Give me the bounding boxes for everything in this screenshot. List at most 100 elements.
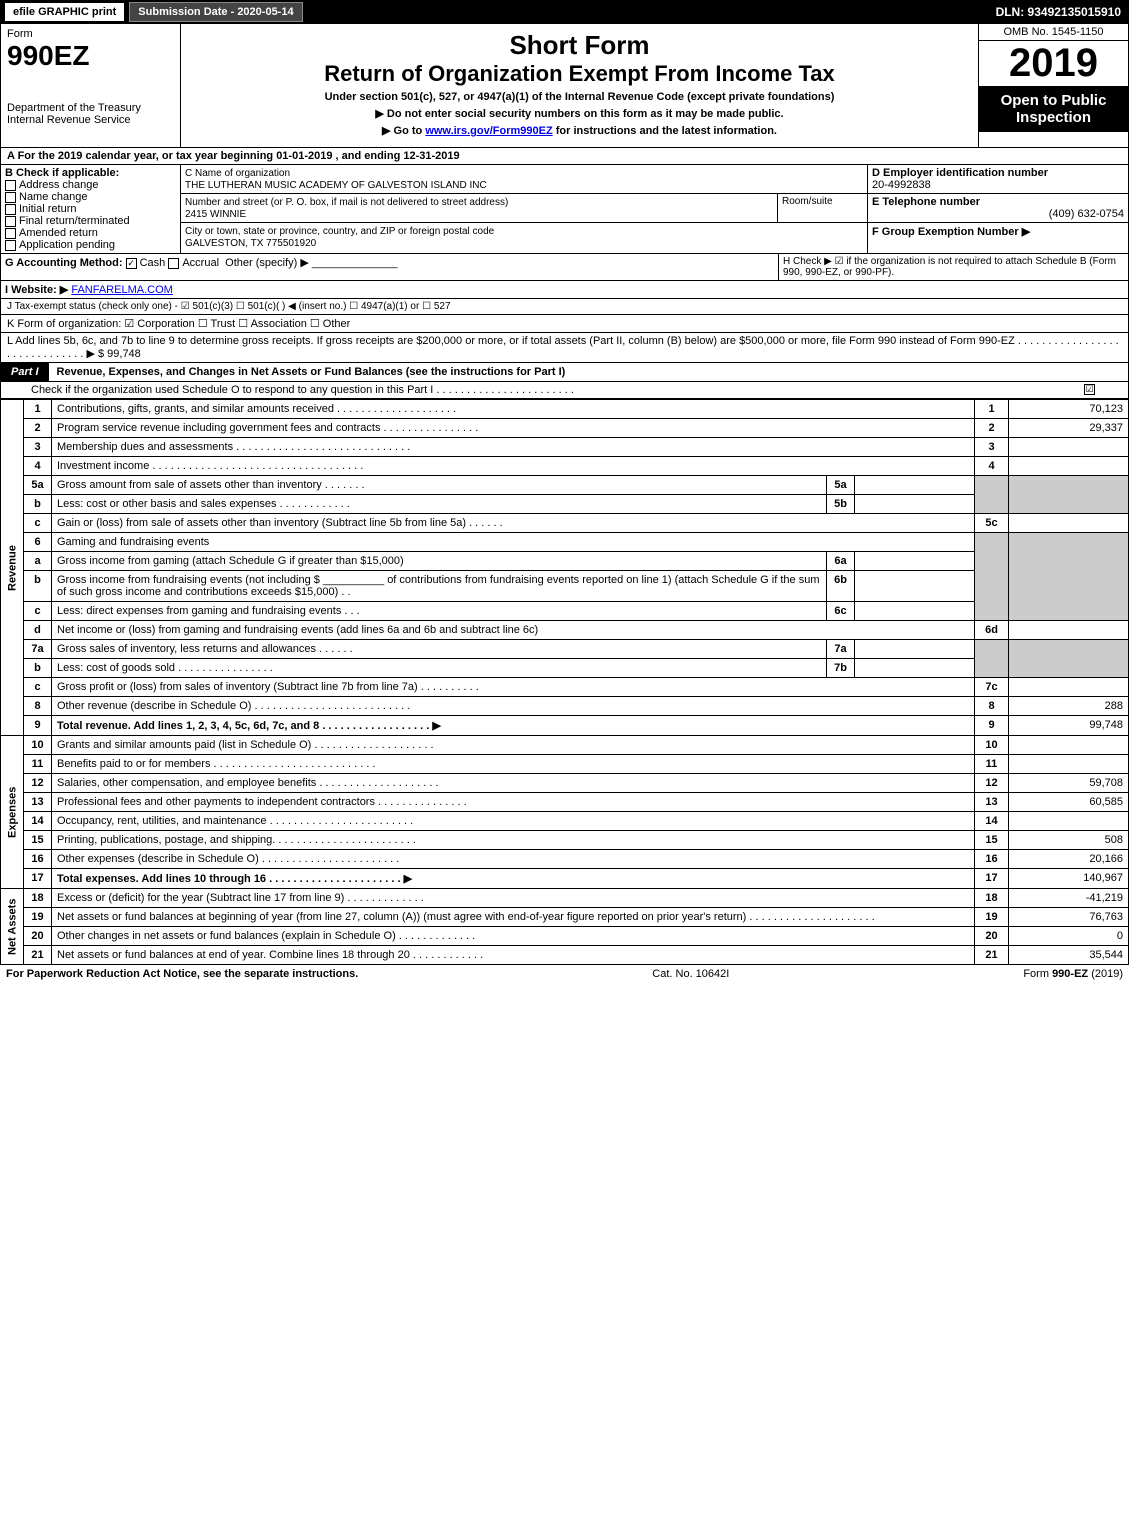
addr-label: Number and street (or P. O. box, if mail… (185, 197, 508, 208)
d-label: D Employer identification number (872, 167, 1048, 179)
line-5b-amt (855, 495, 975, 514)
part-1-check-line: Check if the organization used Schedule … (0, 382, 1129, 399)
main-title: Return of Organization Exempt From Incom… (187, 61, 972, 87)
line-11-desc: Benefits paid to or for members . . . . … (52, 755, 975, 774)
line-6c-amt (855, 602, 975, 621)
line-8-desc: Other revenue (describe in Schedule O) .… (52, 697, 975, 716)
line-21-desc: Net assets or fund balances at end of ye… (52, 946, 975, 965)
city-state-zip: GALVESTON, TX 775501920 (185, 238, 316, 249)
line-5b-desc: Less: cost or other basis and sales expe… (52, 495, 827, 514)
part-1-label: Part I (1, 363, 49, 381)
b-item-4: Amended return (19, 227, 98, 239)
line-6b-amt (855, 571, 975, 602)
line-6b-desc: Gross income from fundraising events (no… (52, 571, 827, 602)
footer-right: Form 990-EZ (2019) (1023, 968, 1123, 980)
irs-link[interactable]: www.irs.gov/Form990EZ (425, 125, 552, 137)
line-9-amt: 99,748 (1009, 716, 1129, 736)
line-20-desc: Other changes in net assets or fund bala… (52, 927, 975, 946)
accrual-checkbox[interactable] (168, 258, 179, 269)
street-address: 2415 WINNIE (185, 209, 246, 220)
form-word: Form (7, 28, 174, 40)
dept-label: Department of the Treasury (7, 102, 174, 114)
line-5c-desc: Gain or (loss) from sale of assets other… (52, 514, 975, 533)
sub3-pre: ▶ Go to (382, 125, 425, 137)
line-3-amt (1009, 438, 1129, 457)
line-20-amt: 0 (1009, 927, 1129, 946)
line-7a-amt (855, 640, 975, 659)
line-7c-desc: Gross profit or (loss) from sales of inv… (52, 678, 975, 697)
form-number: 990EZ (7, 40, 174, 72)
ein-value: 20-4992838 (872, 179, 931, 191)
line-6a-desc: Gross income from gaming (attach Schedul… (52, 552, 827, 571)
submission-date-button[interactable]: Submission Date - 2020-05-14 (129, 2, 302, 22)
b-label: B Check if applicable: (5, 167, 119, 179)
line-1-amt: 70,123 (1009, 400, 1129, 419)
c-label: C Name of organization (185, 168, 290, 179)
cash-checkbox[interactable]: ✓ (126, 258, 137, 269)
city-label: City or town, state or province, country… (185, 226, 494, 237)
line-15-desc: Printing, publications, postage, and shi… (52, 831, 975, 850)
line-13-desc: Professional fees and other payments to … (52, 793, 975, 812)
footer-cat-no: Cat. No. 10642I (358, 968, 1023, 980)
line-9-desc: Total revenue. Add lines 1, 2, 3, 4, 5c,… (52, 716, 975, 736)
j-row: J Tax-exempt status (check only one) - ☑… (0, 299, 1129, 315)
name-change-checkbox[interactable] (5, 192, 16, 203)
line-10-amt (1009, 736, 1129, 755)
line-6-desc: Gaming and fundraising events (52, 533, 975, 552)
b-item-2: Initial return (19, 203, 76, 215)
form-header: Form 990EZ Department of the Treasury In… (0, 24, 1129, 148)
address-change-checkbox[interactable] (5, 180, 16, 191)
line-a: A For the 2019 calendar year, or tax yea… (0, 148, 1129, 165)
part-1-header: Part I Revenue, Expenses, and Changes in… (0, 363, 1129, 382)
line-1-num: 1 (24, 400, 52, 419)
line-15-amt: 508 (1009, 831, 1129, 850)
part-1-title: Revenue, Expenses, and Changes in Net As… (49, 366, 566, 378)
tax-year: 2019 (979, 41, 1128, 86)
final-return-checkbox[interactable] (5, 216, 16, 227)
l-row: L Add lines 5b, 6c, and 7b to line 9 to … (0, 333, 1129, 363)
expenses-section-label: Expenses (1, 736, 24, 889)
line-7b-desc: Less: cost of goods sold . . . . . . . .… (52, 659, 827, 678)
amended-return-checkbox[interactable] (5, 228, 16, 239)
b-item-3: Final return/terminated (19, 215, 130, 227)
line-1-no: 1 (975, 400, 1009, 419)
subtitle-1: Under section 501(c), 527, or 4947(a)(1)… (187, 91, 972, 103)
line-2-desc: Program service revenue including govern… (52, 419, 975, 438)
line-12-desc: Salaries, other compensation, and employ… (52, 774, 975, 793)
b-item-1: Name change (19, 191, 88, 203)
e-label: E Telephone number (872, 196, 980, 208)
line-17-amt: 140,967 (1009, 869, 1129, 889)
dln-label: DLN: 93492135015910 (996, 5, 1129, 19)
g-other: Other (specify) ▶ (225, 257, 309, 269)
page-footer: For Paperwork Reduction Act Notice, see … (0, 965, 1129, 983)
netassets-section-label: Net Assets (1, 889, 24, 965)
subtitle-2: ▶ Do not enter social security numbers o… (187, 107, 972, 120)
irs-label: Internal Revenue Service (7, 114, 174, 126)
room-suite-label: Room/suite (777, 194, 867, 222)
initial-return-checkbox[interactable] (5, 204, 16, 215)
short-form-title: Short Form (187, 30, 972, 61)
line-18-amt: -41,219 (1009, 889, 1129, 908)
lines-table: Revenue 1 Contributions, gifts, grants, … (0, 399, 1129, 965)
line-6d-desc: Net income or (loss) from gaming and fun… (52, 621, 975, 640)
website-link[interactable]: FANFARELMA.COM (71, 284, 172, 296)
line-6c-desc: Less: direct expenses from gaming and fu… (52, 602, 827, 621)
efile-print-button[interactable]: efile GRAPHIC print (4, 2, 125, 22)
i-label: I Website: ▶ (5, 284, 68, 296)
f-label: F Group Exemption Number ▶ (872, 226, 1030, 238)
line-11-amt (1009, 755, 1129, 774)
g-label: G Accounting Method: (5, 257, 123, 269)
b-item-5: Application pending (19, 239, 115, 251)
line-1-desc: Contributions, gifts, grants, and simila… (52, 400, 975, 419)
application-pending-checkbox[interactable] (5, 240, 16, 251)
line-7b-amt (855, 659, 975, 678)
line-3-desc: Membership dues and assessments . . . . … (52, 438, 975, 457)
line-4-desc: Investment income . . . . . . . . . . . … (52, 457, 975, 476)
line-4-amt (1009, 457, 1129, 476)
telephone-value: (409) 632-0754 (872, 208, 1124, 220)
part1-checkline-text: Check if the organization used Schedule … (31, 384, 574, 396)
line-8-amt: 288 (1009, 697, 1129, 716)
top-bar: efile GRAPHIC print Submission Date - 20… (0, 0, 1129, 24)
schedule-o-checkbox[interactable]: ☑ (1084, 384, 1095, 395)
subtitle-3: ▶ Go to www.irs.gov/Form990EZ for instru… (187, 124, 972, 137)
